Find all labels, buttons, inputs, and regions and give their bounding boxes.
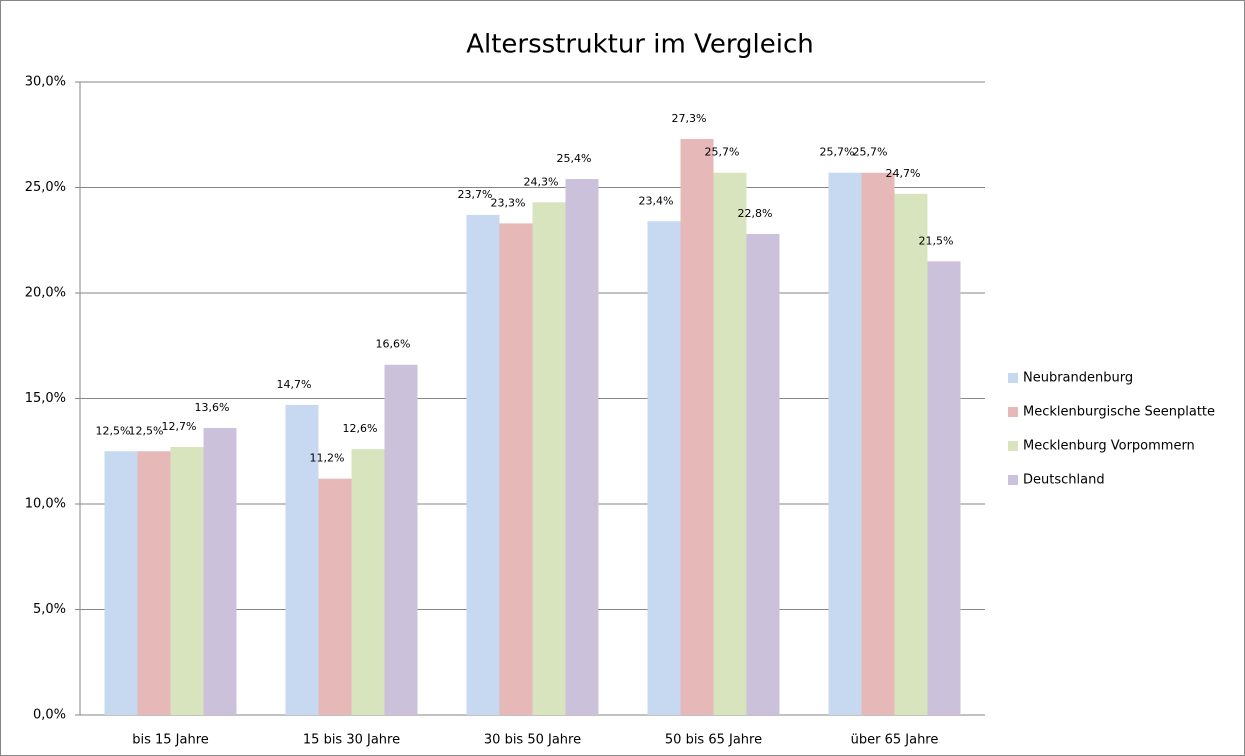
bar <box>713 172 747 716</box>
bar <box>499 223 533 715</box>
value-label: 12,5% <box>129 424 164 437</box>
bar <box>203 428 237 715</box>
value-label: 14,7% <box>277 378 312 391</box>
legend-label: Mecklenburg Vorpommern <box>1023 439 1195 454</box>
value-label: 25,7% <box>705 146 740 159</box>
value-label: 16,6% <box>376 338 411 351</box>
bar <box>746 233 780 716</box>
x-tick-label: 30 bis 50 Jahre <box>484 733 581 748</box>
value-label: 21,5% <box>919 234 954 247</box>
value-label: 12,5% <box>96 424 131 437</box>
bar <box>466 214 500 715</box>
y-tick-label: 25,0% <box>25 180 66 195</box>
x-tick-label: bis 15 Jahre <box>132 733 209 748</box>
bar <box>565 179 599 715</box>
legend-label: Neubrandenburg <box>1023 371 1133 386</box>
y-tick-label: 10,0% <box>25 497 66 512</box>
legend-swatch <box>1008 407 1018 417</box>
x-tick-label: über 65 Jahre <box>851 733 939 748</box>
bar <box>351 449 385 715</box>
bar <box>104 451 138 715</box>
legend-swatch <box>1008 475 1018 485</box>
bar <box>318 478 352 715</box>
value-label: 23,3% <box>491 196 526 209</box>
legend-label: Mecklenburgische Seenplatte <box>1023 405 1215 420</box>
value-label: 25,7% <box>820 146 855 159</box>
bar <box>532 202 566 715</box>
value-label: 25,4% <box>557 152 592 165</box>
bar <box>828 172 862 716</box>
bar <box>170 447 204 715</box>
value-label: 12,6% <box>343 422 378 435</box>
value-label: 13,6% <box>195 401 230 414</box>
bar <box>384 364 418 715</box>
value-label: 12,7% <box>162 420 197 433</box>
value-label: 24,7% <box>886 167 921 180</box>
chart-title: Altersstruktur im Vergleich <box>466 30 814 60</box>
y-tick-label: 5,0% <box>33 602 66 617</box>
y-tick-label: 20,0% <box>25 286 66 301</box>
x-tick-label: 50 bis 65 Jahre <box>665 733 762 748</box>
bar <box>285 404 319 715</box>
bar <box>680 138 714 716</box>
bar <box>861 172 895 716</box>
x-tick-label: 15 bis 30 Jahre <box>303 733 400 748</box>
value-label: 25,7% <box>853 146 888 159</box>
y-tick-label: 15,0% <box>25 391 66 406</box>
value-label: 24,3% <box>524 175 559 188</box>
y-tick-label: 30,0% <box>25 75 66 90</box>
value-label: 27,3% <box>672 112 707 125</box>
legend-swatch <box>1008 373 1018 383</box>
bar <box>137 451 171 715</box>
legend-label: Deutschland <box>1023 473 1105 488</box>
value-label: 11,2% <box>310 452 345 465</box>
bar <box>894 193 928 715</box>
bar <box>927 261 961 715</box>
y-tick-label: 0,0% <box>33 708 66 723</box>
value-label: 23,7% <box>458 188 493 201</box>
bar <box>647 221 681 715</box>
legend-swatch <box>1008 441 1018 451</box>
value-label: 23,4% <box>639 194 674 207</box>
value-label: 22,8% <box>738 207 773 220</box>
